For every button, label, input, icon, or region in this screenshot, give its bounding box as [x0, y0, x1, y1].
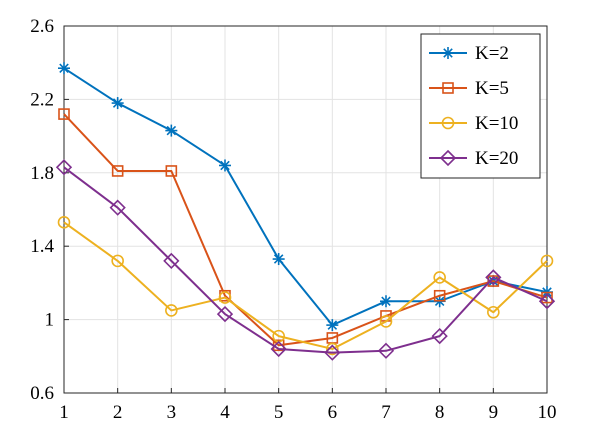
data-point — [55, 159, 73, 176]
data-point — [377, 342, 395, 359]
legend-item: K=20 — [429, 148, 518, 169]
y-tick-label: 1.4 — [30, 236, 54, 257]
data-point — [540, 254, 554, 268]
data-point — [326, 342, 339, 356]
data-point — [431, 327, 448, 345]
data-point — [165, 124, 178, 137]
series-line — [63, 221, 548, 350]
x-tick-label: 1 — [59, 402, 69, 423]
x-tick-label: 4 — [220, 402, 230, 423]
data-point — [538, 293, 556, 310]
data-point — [485, 269, 502, 286]
legend-item: K=5 — [429, 78, 509, 99]
y-tick-label: 2.6 — [30, 16, 54, 37]
legend-marker — [442, 47, 454, 59]
axes: 1 2 3 4 5 6 7 8 9 100.611.41.82.22.6 — [30, 16, 556, 423]
series-k-20 — [55, 159, 556, 361]
data-point — [165, 165, 178, 177]
data-point — [165, 304, 178, 317]
x-tick-label: 8 — [435, 402, 445, 423]
legend-marker — [439, 149, 457, 167]
plot-frame — [63, 25, 548, 394]
legend-label: K=10 — [475, 113, 518, 134]
series — [55, 62, 556, 361]
data-point — [111, 254, 124, 268]
data-point — [324, 344, 341, 361]
x-tick-label: 7 — [381, 402, 391, 423]
data-point — [487, 305, 500, 319]
legend-marker — [441, 116, 455, 130]
y-tick-label: 1.8 — [30, 163, 54, 184]
data-point — [487, 275, 500, 287]
data-point — [216, 305, 234, 323]
legend-box — [420, 33, 541, 179]
data-point — [111, 97, 124, 110]
x-tick-label: 9 — [489, 402, 499, 423]
data-point — [163, 252, 180, 270]
x-tick-label: 5 — [274, 402, 284, 423]
y-tick-label: 0.6 — [30, 383, 54, 404]
legend-label: K=5 — [475, 78, 509, 99]
y-tick-label: 1 — [45, 310, 55, 331]
legend-marker — [442, 82, 454, 94]
legend: K=2 K=5 K=10 K=20 — [420, 33, 541, 179]
x-tick-label: 6 — [328, 402, 338, 423]
x-tick-label: 10 — [538, 402, 557, 423]
data-point — [111, 165, 124, 177]
data-point — [109, 199, 126, 216]
x-tick-label: 2 — [113, 402, 123, 423]
series-line — [63, 67, 548, 327]
data-point — [219, 159, 231, 172]
data-point — [58, 62, 70, 75]
data-point — [218, 291, 232, 304]
data-point — [541, 291, 553, 304]
data-point — [326, 319, 339, 332]
legend-label: K=20 — [475, 148, 518, 169]
data-point — [433, 289, 446, 302]
series-line — [63, 166, 548, 354]
data-point — [433, 271, 446, 284]
legend-label: K=2 — [475, 43, 509, 64]
y-tick-label: 2.2 — [30, 89, 54, 110]
data-point — [58, 108, 70, 120]
legend-item: K=2 — [429, 43, 509, 64]
data-point — [379, 315, 393, 328]
x-tick-label: 3 — [167, 402, 177, 423]
legend-item: K=10 — [429, 113, 518, 134]
data-point — [380, 295, 392, 308]
data-point — [272, 253, 285, 266]
data-point — [270, 340, 287, 358]
data-point — [57, 216, 71, 229]
